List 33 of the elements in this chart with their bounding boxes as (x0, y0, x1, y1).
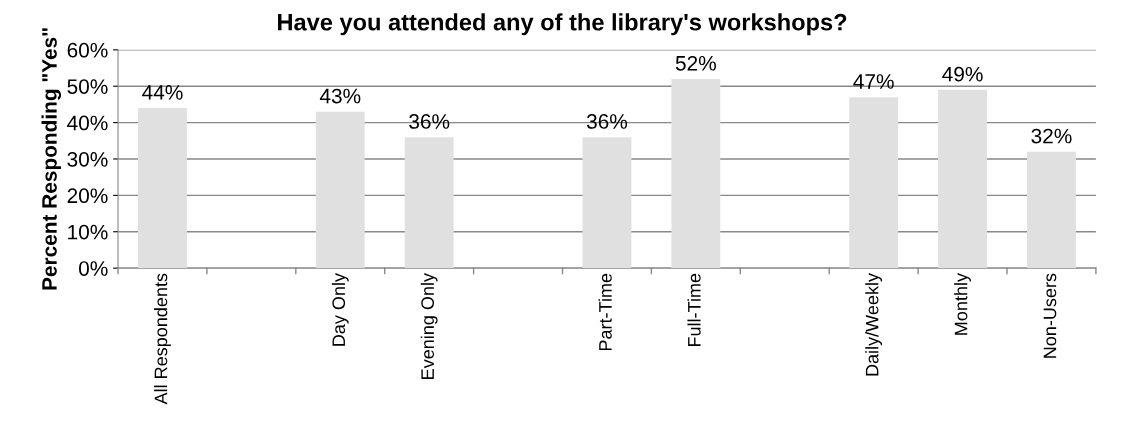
y-tick-label: 0% (79, 261, 108, 276)
data-label: 47% (853, 74, 894, 89)
x-tick-label: Part-Time (598, 273, 612, 351)
data-label: 44% (142, 85, 183, 100)
x-tick-label: Monthly (954, 273, 971, 335)
bar (582, 137, 632, 269)
y-tick-label: 30% (67, 151, 108, 167)
data-label: 49% (942, 66, 983, 82)
data-label: 52% (675, 55, 716, 71)
x-tick-label: Full-Time (687, 273, 701, 347)
bar (404, 137, 454, 269)
bar (849, 97, 899, 269)
y-axis-title: Percent Responding "Yes" (41, 28, 62, 290)
bar (671, 78, 721, 269)
y-tick-label: 60% (67, 42, 108, 58)
bar (315, 111, 365, 269)
chart-title: Have you attended any of the library's workshops? (278, 13, 847, 36)
data-label: 43% (319, 88, 361, 104)
data-label: 36% (409, 114, 450, 129)
data-label: 32% (1031, 128, 1072, 144)
x-tick-label: Evening Only (420, 273, 438, 379)
bar (138, 108, 187, 269)
data-label: 36% (586, 114, 628, 129)
bar (1027, 151, 1076, 269)
x-tick-label: Non-Users (1043, 273, 1057, 358)
y-tick-label: 50% (67, 79, 108, 94)
y-tick-label: 40% (67, 115, 108, 131)
x-tick-label: Daily/Weekly (865, 273, 883, 376)
y-tick-label: 20% (67, 188, 108, 204)
y-tick-label: 10% (68, 224, 108, 240)
bar (938, 89, 987, 269)
x-tick-label: Day Only (331, 273, 349, 346)
x-tick-label: All Respondents (154, 273, 171, 405)
